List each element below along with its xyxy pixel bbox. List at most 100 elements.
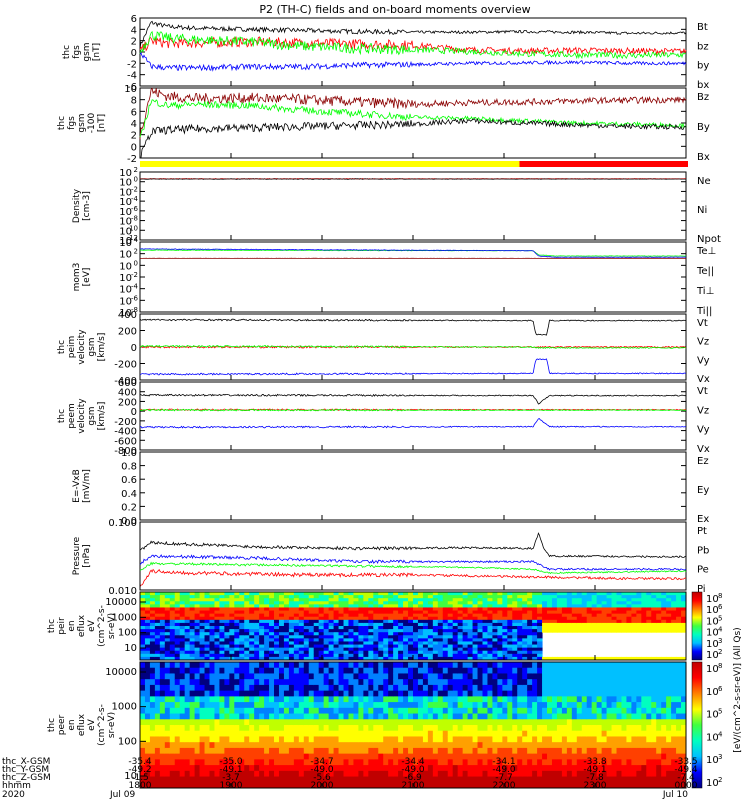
ylabel-fgs-1: fgs (72, 45, 82, 59)
spectrogram-cell (293, 759, 300, 766)
spectrogram-cell (551, 679, 558, 686)
spectrogram-cell (532, 765, 538, 772)
spectrogram-cell (606, 656, 613, 661)
spectrogram-cell (467, 647, 474, 652)
spectrogram-cell (249, 644, 255, 649)
spectrogram-cell (244, 601, 250, 605)
spectrogram-cell (432, 595, 439, 599)
spectrogram-cell (522, 626, 528, 630)
spectrogram-cell (343, 629, 349, 633)
spectrogram-cell (164, 776, 171, 783)
spectrogram-cell (244, 613, 250, 618)
spectrogram-cell (353, 719, 359, 726)
spectrogram-cell (661, 747, 667, 755)
spectrogram-cell (358, 647, 364, 652)
spectrogram-cell (323, 635, 330, 639)
spectrogram-cell (537, 679, 543, 686)
spectrogram-cell (413, 673, 419, 680)
spectrogram-cell (274, 684, 280, 692)
spectrogram-cell (576, 604, 583, 608)
spectrogram-cell (517, 595, 523, 599)
spectrogram-cell (298, 632, 305, 636)
spectrogram-cell (174, 730, 181, 737)
spectrogram-cell (596, 595, 603, 599)
spectrogram-cell (398, 679, 404, 686)
spectrogram-cell (140, 759, 146, 766)
spectrogram-cell (457, 613, 464, 618)
spectrogram-cell (184, 765, 191, 772)
spectrogram-cell (363, 641, 369, 646)
spectrogram-cell (452, 759, 459, 766)
spectrogram-cell (308, 629, 315, 633)
spectrogram-cell (154, 782, 161, 789)
spectrogram-cell (199, 650, 206, 655)
spectrogram-cell (214, 742, 220, 749)
spectrogram-cell (140, 598, 146, 602)
spectrogram-cell (184, 725, 191, 732)
spectrogram-cell (239, 742, 245, 749)
spectrogram-cell (269, 759, 275, 766)
spectrogram-cell (621, 619, 627, 624)
spectrogram-cell (164, 632, 171, 636)
spectrogram-cell (209, 656, 215, 661)
spectrogram-cell (298, 607, 305, 612)
spectrogram-cell (239, 638, 245, 642)
spectrogram-cell (189, 647, 196, 652)
spectrogram-cell (621, 707, 627, 715)
spectrogram-cell (368, 656, 374, 661)
spectrogram-cell (288, 650, 295, 655)
spectrogram-cell (472, 656, 479, 661)
spectrogram-cell (422, 776, 429, 783)
spectrogram-cell (537, 635, 543, 639)
spectrogram-cell (442, 616, 449, 621)
spectrogram-cell (551, 696, 558, 703)
spectrogram-cell (333, 736, 340, 743)
spectrogram-cell (373, 770, 379, 778)
spectrogram-cell (249, 725, 255, 732)
spectrogram-cell (408, 610, 414, 615)
spectrogram-cell (224, 613, 230, 618)
spectrogram-cell (318, 644, 325, 649)
spectrogram-cell (532, 725, 538, 732)
spectrogram-cell (169, 632, 176, 636)
spectrogram-cell (343, 667, 349, 674)
spectrogram-cell (631, 610, 637, 615)
spectrogram-cell (278, 656, 285, 661)
spectrogram-cell (586, 713, 593, 720)
spectrogram-cell (179, 736, 186, 743)
spectrogram-cell (214, 626, 220, 630)
spectrogram-cell (616, 595, 622, 599)
spectrogram-cell (204, 626, 210, 630)
spectrogram-cell (224, 765, 230, 772)
spectrogram-cell (676, 719, 682, 726)
spectrogram-cell (358, 690, 364, 697)
spectrogram-cell (184, 736, 191, 743)
spectrogram-cell (333, 684, 340, 692)
spectrogram-cell (199, 684, 206, 692)
spectrogram-cell (274, 613, 280, 618)
spectrogram-cell (269, 650, 275, 655)
spectrogram-cell (278, 622, 285, 627)
spectrogram-cell (408, 662, 414, 669)
spectrogram-cell (254, 644, 260, 649)
spectrogram-cell (194, 653, 201, 658)
spectrogram-cell (378, 626, 384, 630)
ytick-fgs-0: 6 (131, 14, 137, 25)
spectrogram-cell (556, 667, 563, 674)
spectrogram-cell (417, 650, 424, 655)
spectrogram-cell (388, 656, 394, 661)
spectrogram-cell (437, 632, 444, 636)
spectrogram-cell (547, 782, 553, 789)
spectrogram-cell (194, 607, 201, 612)
spectrogram-cell (179, 776, 186, 783)
spectrogram-cell (457, 696, 464, 703)
spectrogram-cell (651, 702, 657, 709)
spectrogram-cell (179, 719, 186, 726)
ytick-density-5: 10 (119, 217, 132, 228)
spectrogram-cell (621, 598, 627, 602)
spectrogram-cell (274, 719, 280, 726)
legend-fgs_sm-Bz: Bz (697, 92, 709, 103)
spectrogram-cell (358, 719, 364, 726)
spectrogram-cell (264, 662, 270, 669)
